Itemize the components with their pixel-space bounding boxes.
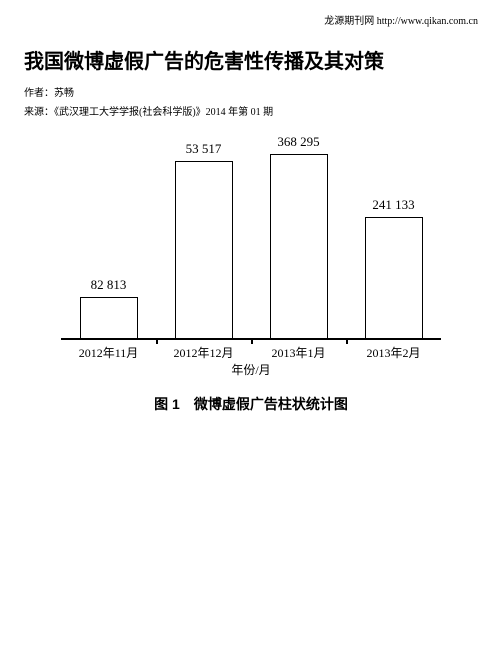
bar	[175, 161, 233, 338]
x-tick-label: 2012年11月	[61, 340, 156, 361]
x-tick-label: 2013年2月	[346, 340, 441, 361]
x-tick-label: 2013年1月	[251, 340, 346, 361]
bar	[365, 217, 423, 338]
source-line: 来源：《武汉理工大学学报(社会科学版)》2014 年第 01 期	[24, 103, 478, 118]
bar-slot: 53 517	[156, 161, 251, 338]
x-tick	[156, 338, 158, 344]
bar-value-label: 241 133	[346, 197, 441, 213]
bars-container: 82 81353 517368 295241 133	[61, 138, 441, 338]
bar-chart: 82 81353 517368 295241 133 2012年11月2012年…	[61, 138, 441, 414]
x-axis-title: 年份/月	[61, 361, 441, 378]
x-tick	[346, 338, 348, 344]
bar-value-label: 53 517	[156, 141, 251, 157]
figure-caption: 图 1 微博虚假广告柱状统计图	[61, 394, 441, 414]
bar-value-label: 82 813	[61, 277, 156, 293]
bar-slot: 82 813	[61, 297, 156, 338]
bar-value-label: 368 295	[251, 134, 346, 150]
source-site-link[interactable]: 龙源期刊网 http://www.qikan.com.cn	[24, 12, 478, 27]
x-tick	[251, 338, 253, 344]
bar-slot: 241 133	[346, 217, 441, 338]
bar-slot: 368 295	[251, 154, 346, 338]
plot-area: 82 81353 517368 295241 133	[61, 138, 441, 340]
bar	[270, 154, 328, 338]
x-tick-label: 2012年12月	[156, 340, 251, 361]
page: 龙源期刊网 http://www.qikan.com.cn 我国微博虚假广告的危…	[0, 0, 502, 414]
article-title: 我国微博虚假广告的危害性传播及其对策	[24, 45, 478, 74]
bar	[80, 297, 138, 338]
author-line: 作者：苏畅	[24, 84, 478, 99]
